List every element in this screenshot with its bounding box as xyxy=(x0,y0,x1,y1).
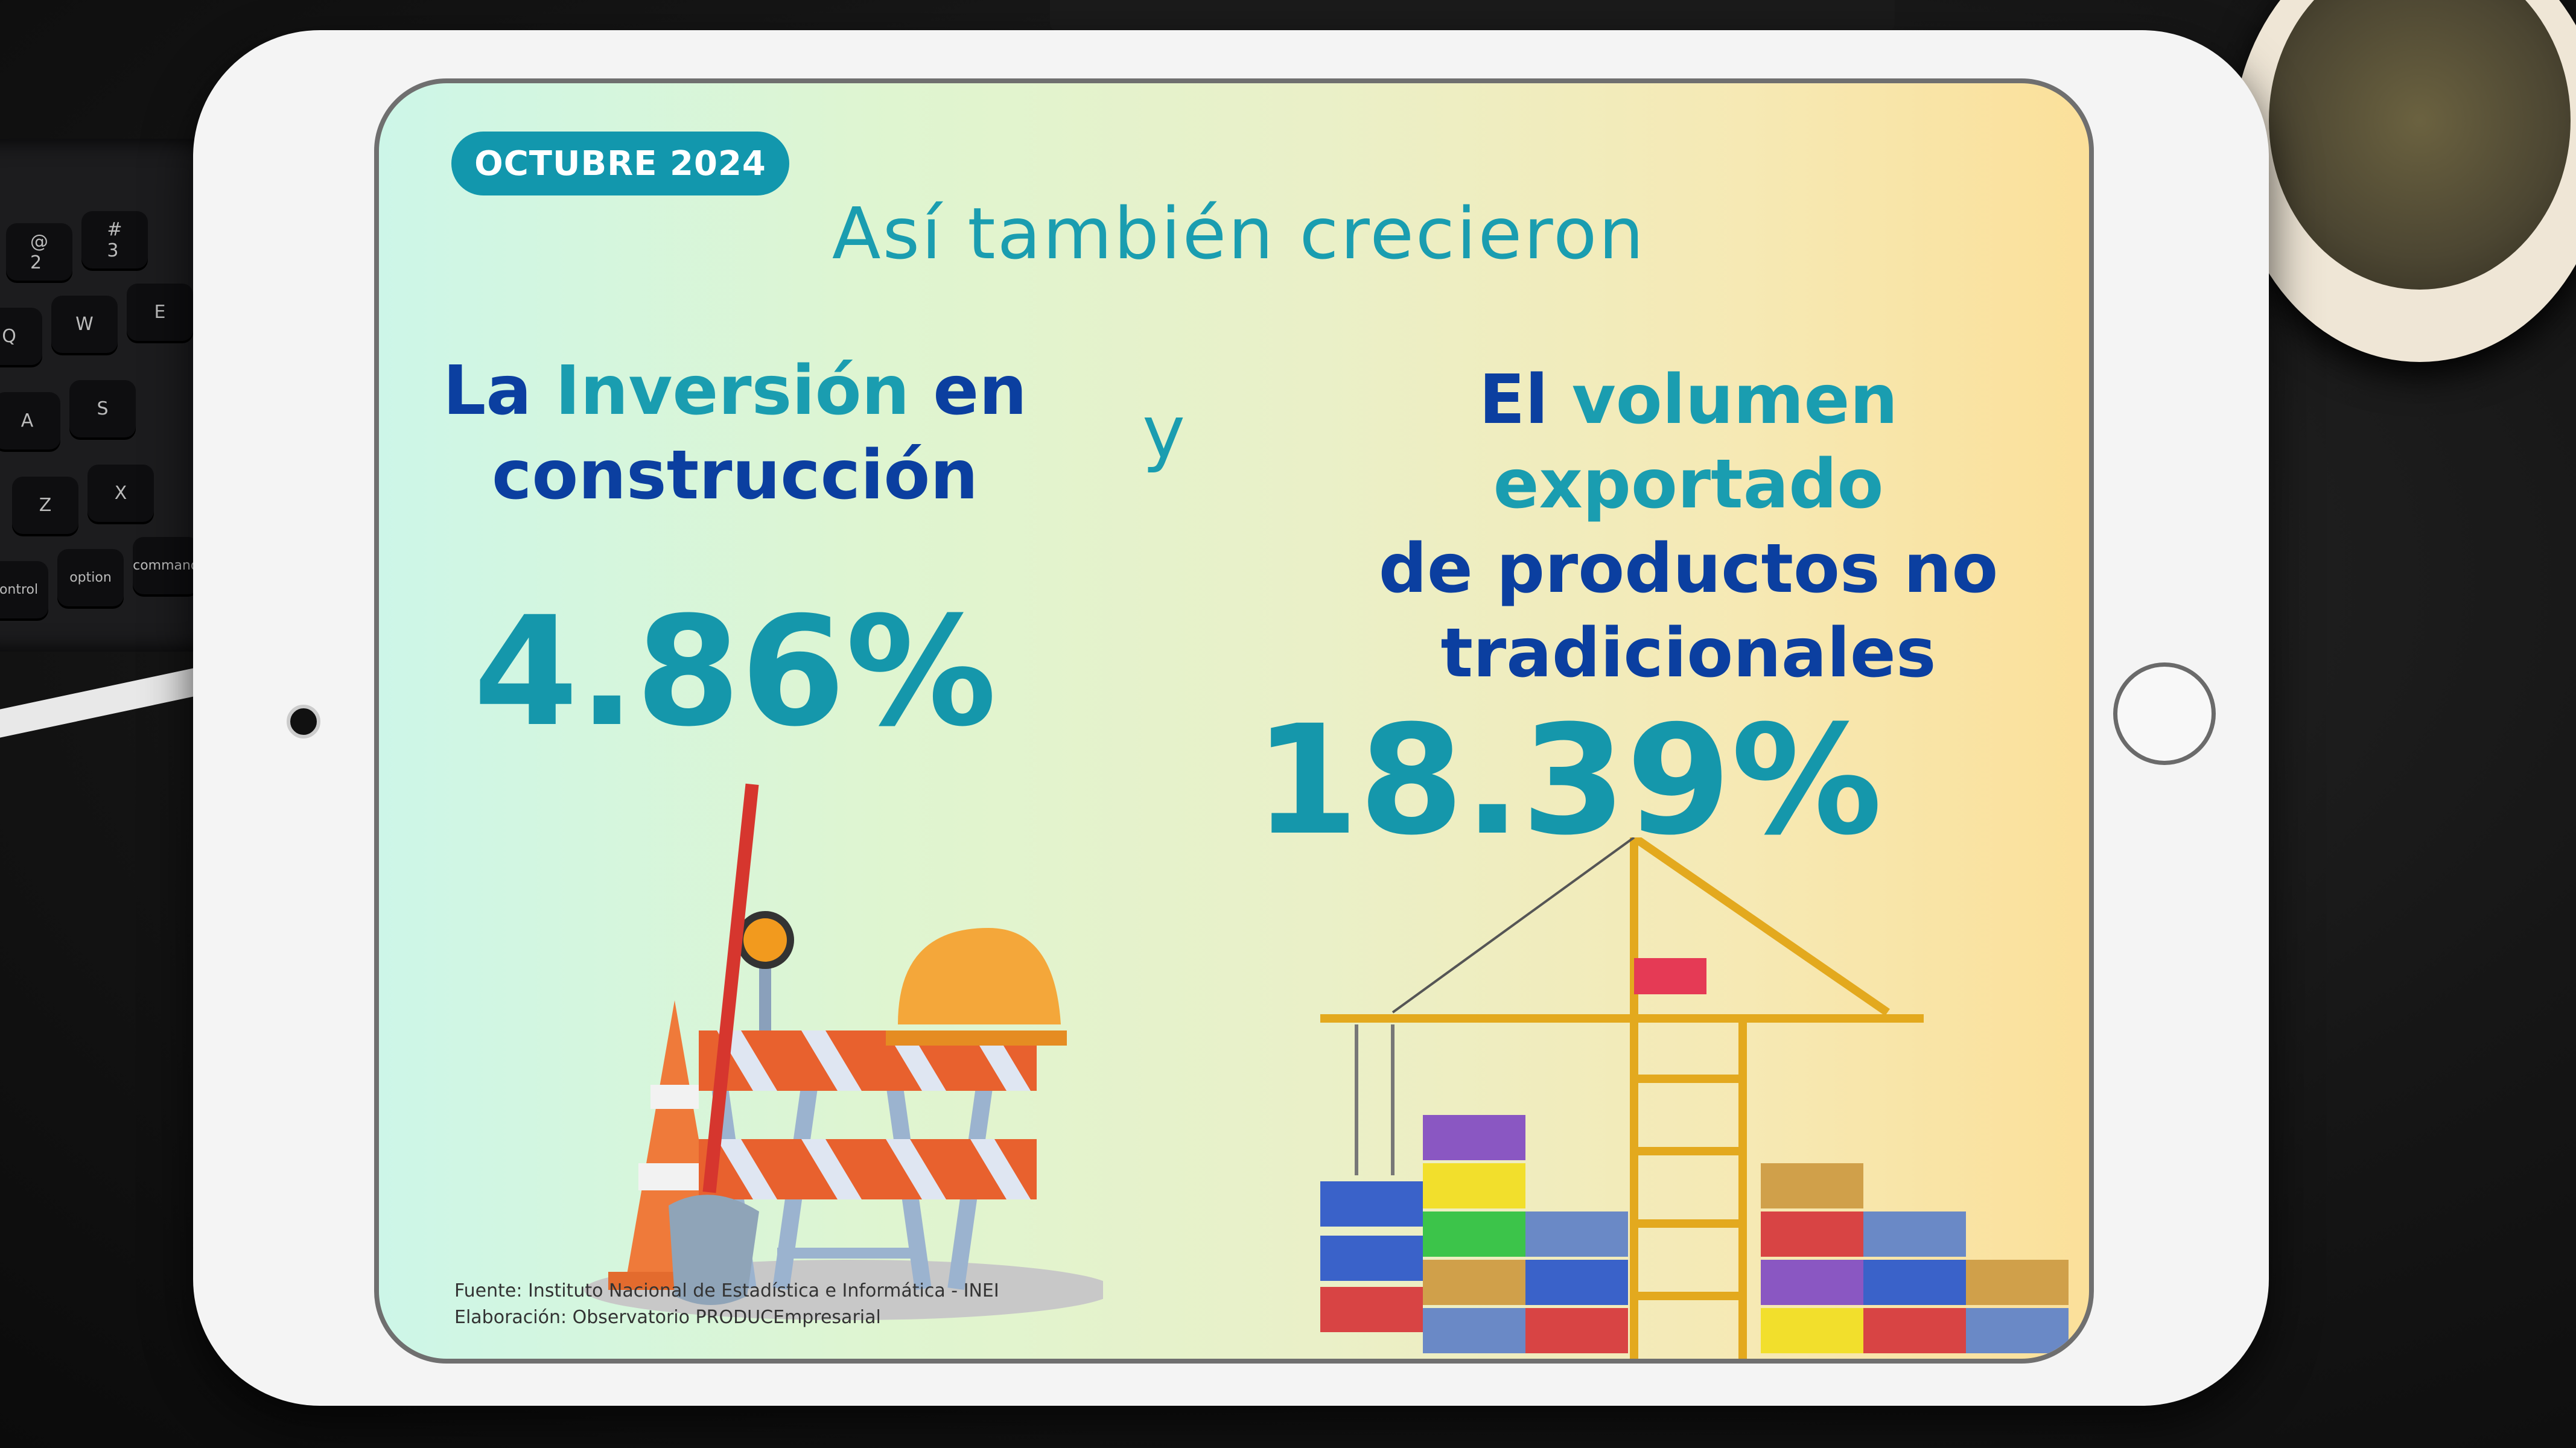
cactus xyxy=(2269,0,2571,290)
crane-icon xyxy=(1320,837,1924,1359)
construction-label-mid: en xyxy=(909,352,1027,430)
construction-label: La Inversión en construcción xyxy=(433,349,1037,518)
containers-icon xyxy=(1320,1115,2069,1353)
construction-value: 4.86% xyxy=(473,584,997,760)
port-illustration xyxy=(1320,837,2069,1359)
credit-line: Elaboración: Observatorio PRODUCEmpresar… xyxy=(454,1306,881,1328)
key-a: A xyxy=(0,392,60,449)
key-x: X xyxy=(87,465,154,522)
key-q: Q xyxy=(0,308,42,365)
key-3: # 3 xyxy=(81,211,148,268)
key-command: command xyxy=(133,537,199,594)
crane-trolley xyxy=(1634,958,1706,994)
notebook xyxy=(1050,0,1895,30)
conjunction: y xyxy=(1142,391,1186,475)
page-title: Así también crecieron xyxy=(832,192,1646,275)
key-option: option xyxy=(57,549,124,606)
warning-light-icon xyxy=(736,911,794,1030)
exports-label-highlight: volumen exportado xyxy=(1493,361,1898,524)
exports-value: 18.39% xyxy=(1254,693,1883,868)
construction-label-prefix: La xyxy=(443,352,555,430)
exports-label-prefix: El xyxy=(1478,361,1572,439)
construction-label-highlight: Inversión xyxy=(555,352,910,430)
keyboard: @ 2 # 3 Q W E A S Z X control option com… xyxy=(0,139,217,652)
date-badge: OCTUBRE 2024 xyxy=(451,132,789,195)
exports-label: El volumen exportado de productos no tra… xyxy=(1296,358,2081,696)
exports-label-line3: tradicionales xyxy=(1440,614,1936,693)
key-e: E xyxy=(127,284,193,341)
construction-label-line2: construcción xyxy=(491,436,979,515)
key-w: W xyxy=(51,296,118,353)
camera-icon xyxy=(287,705,320,738)
exports-label-line2: de productos no xyxy=(1378,530,1999,608)
hard-hat-icon xyxy=(886,928,1067,1046)
tablet-screen: OCTUBRE 2024 Así también crecieron La In… xyxy=(374,78,2094,1364)
shovel-icon xyxy=(669,783,759,1305)
home-button[interactable] xyxy=(2113,662,2216,765)
key-s: S xyxy=(69,380,136,437)
key-2: @ 2 xyxy=(6,223,72,281)
key-z: Z xyxy=(12,477,78,534)
key-control: control xyxy=(0,561,48,618)
source-line: Fuente: Instituto Nacional de Estadístic… xyxy=(454,1280,999,1301)
construction-illustration xyxy=(584,783,1103,1320)
source-note: Fuente: Instituto Nacional de Estadístic… xyxy=(454,1278,999,1330)
